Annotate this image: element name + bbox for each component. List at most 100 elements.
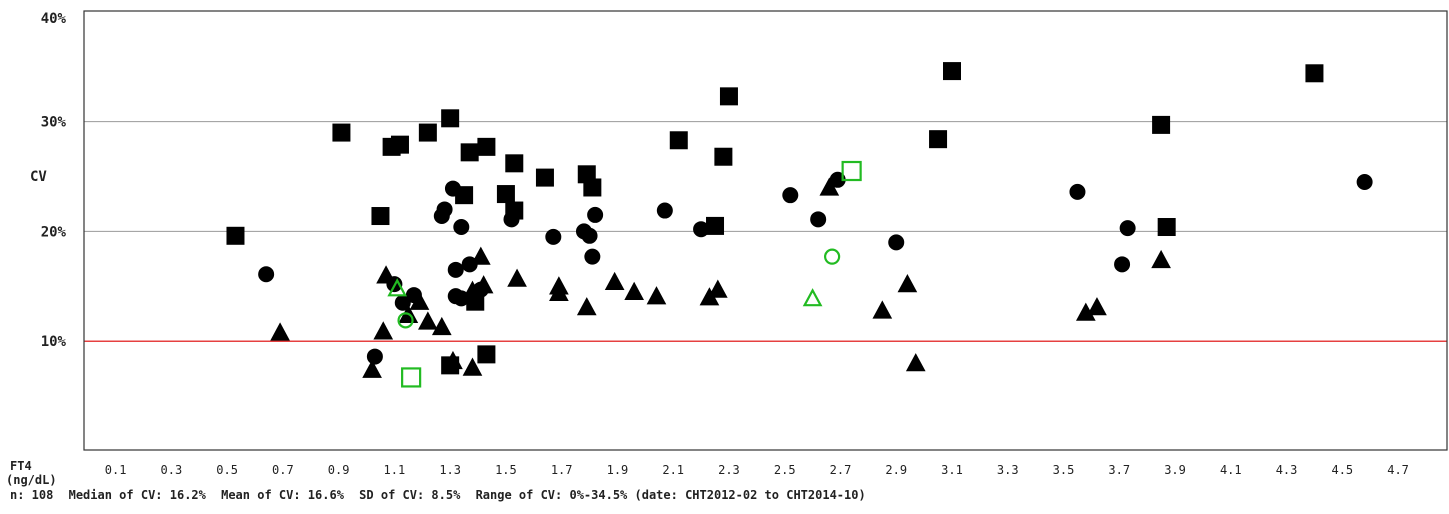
x-tick-label: 1.7: [551, 463, 573, 477]
square-marker: [477, 137, 496, 156]
square-marker: [1157, 218, 1176, 237]
triangle-marker: [819, 177, 840, 196]
x-tick-label: 0.5: [216, 463, 238, 477]
x-tick-label: 1.3: [439, 463, 461, 477]
circle-marker: [444, 180, 461, 197]
x-tick-label: 0.3: [161, 463, 183, 477]
x-tick-label: 3.9: [1164, 463, 1186, 477]
circle-marker: [1114, 256, 1131, 273]
x-tick-label: 1.5: [495, 463, 517, 477]
triangle-marker: [897, 274, 918, 293]
triangle-marker: [470, 246, 491, 265]
open-square-marker: [401, 367, 422, 388]
open-circle-marker: [397, 312, 414, 329]
triangle-marker: [376, 265, 396, 284]
triangle-marker: [418, 311, 438, 330]
open-square-marker: [841, 160, 862, 182]
circle-marker: [1119, 220, 1136, 237]
x-tick-label: 4.1: [1220, 463, 1242, 477]
circle-marker: [545, 228, 562, 245]
x-tick-label: 3.1: [941, 463, 963, 477]
triangle-marker: [409, 291, 430, 310]
x-tick-label: 4.5: [1331, 463, 1353, 477]
x-tick-label: 3.7: [1108, 463, 1130, 477]
square-marker: [719, 87, 738, 106]
square-marker: [226, 226, 245, 245]
y-tick-label: 20%: [41, 224, 67, 240]
stat-mean: Mean of CV: 16.6%: [221, 488, 344, 502]
x-tick-label: 2.5: [774, 463, 796, 477]
square-marker: [943, 62, 961, 81]
x-tick-labels: 0.1 0.3 0.5 0.7 0.9 1.1 1.3 1.5 1.7 1.9 2.1 2.3 2.5 2…: [105, 463, 1409, 477]
x-tick-label: 2.9: [885, 463, 907, 477]
open-circle-marker: [824, 248, 841, 265]
x-tick-label: 0.9: [328, 463, 350, 477]
y-axis-label: CV: [30, 169, 47, 185]
triangle-marker: [270, 322, 290, 341]
stat-range: Range of CV: 0%-34.5% (date: CHT2012-02 …: [475, 488, 866, 502]
x-tick-label: 3.5: [1053, 463, 1075, 477]
square-marker: [441, 109, 460, 128]
triangle-marker: [646, 286, 667, 305]
triangle-marker: [549, 282, 569, 302]
circle-marker: [1069, 183, 1086, 200]
circle-marker: [782, 187, 799, 204]
circle-marker: [258, 266, 275, 283]
x-tick-label: 1.9: [607, 463, 629, 477]
x-tick-label: 4.3: [1276, 463, 1298, 477]
circle-marker: [581, 227, 598, 244]
y-tick-label: 40%: [41, 11, 67, 27]
square-marker: [418, 123, 437, 142]
data-markers: [226, 62, 1373, 388]
circle-marker: [1356, 173, 1373, 190]
square-marker: [371, 207, 390, 226]
circle-marker: [587, 206, 604, 223]
triangle-marker: [462, 357, 483, 376]
x-tick-label: 2.1: [662, 463, 684, 477]
square-marker: [706, 216, 725, 235]
square-marker: [669, 131, 688, 150]
stat-sd: SD of CV: 8.5%: [359, 488, 461, 502]
triangle-marker: [1087, 297, 1107, 316]
plot-frame: [83, 10, 1448, 451]
triangle-marker: [624, 281, 645, 300]
stat-median: Median of CV: 16.2%: [68, 488, 206, 502]
square-marker: [477, 345, 496, 364]
y-tick-label: 10%: [41, 334, 67, 350]
square-marker: [1305, 64, 1324, 83]
x-axis-unit: (ng/dL): [6, 473, 57, 487]
square-marker: [496, 185, 515, 204]
x-tick-label: 0.7: [272, 463, 294, 477]
x-tick-label: 0.1: [105, 463, 127, 477]
triangle-marker: [373, 321, 394, 340]
x-tick-label: 1.1: [384, 463, 406, 477]
triangle-marker: [576, 297, 597, 316]
square-marker: [535, 168, 554, 187]
x-tick-label: 2.3: [718, 463, 740, 477]
circle-marker: [656, 202, 673, 219]
square-marker: [332, 123, 351, 142]
summary-stats: n: 108 Median of CV: 16.2% Mean of CV: 1…: [10, 488, 1445, 502]
square-marker: [714, 147, 733, 166]
square-marker: [390, 135, 409, 154]
triangle-marker: [1151, 249, 1171, 269]
circle-marker: [503, 211, 520, 228]
circle-marker: [693, 221, 710, 238]
triangle-marker: [443, 350, 463, 370]
circle-marker: [447, 261, 464, 278]
square-marker: [583, 178, 602, 197]
x-axis-label: FT4: [10, 459, 32, 473]
circle-marker: [436, 201, 453, 218]
square-marker: [929, 130, 948, 149]
triangle-marker: [604, 271, 625, 291]
y-tick-label: 30%: [41, 115, 67, 131]
circle-marker: [810, 211, 827, 228]
square-marker: [1152, 115, 1171, 134]
x-tick-label: 2.7: [830, 463, 852, 477]
square-marker: [505, 154, 524, 173]
circle-marker: [888, 234, 905, 251]
plot-border: [83, 10, 1448, 451]
triangle-marker: [905, 353, 926, 372]
stat-n: n: 108: [10, 488, 54, 502]
